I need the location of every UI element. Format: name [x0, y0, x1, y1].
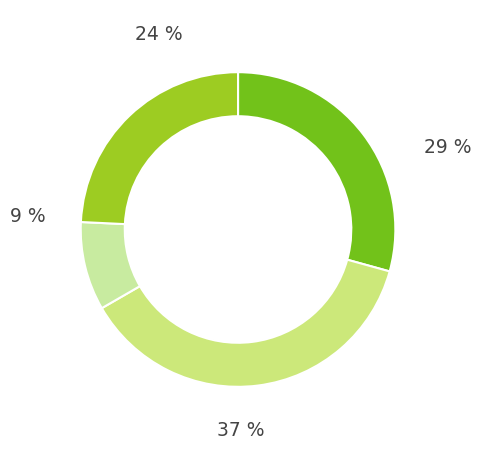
- Text: 37 %: 37 %: [217, 421, 264, 441]
- Text: 24 %: 24 %: [135, 25, 182, 44]
- Wedge shape: [81, 72, 238, 224]
- Wedge shape: [238, 72, 395, 271]
- Wedge shape: [102, 260, 389, 387]
- Text: 9 %: 9 %: [11, 207, 46, 226]
- Wedge shape: [81, 222, 140, 308]
- Text: 29 %: 29 %: [423, 138, 470, 157]
